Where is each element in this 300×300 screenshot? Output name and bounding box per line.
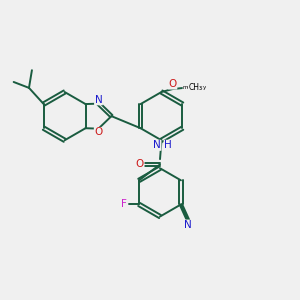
Text: O: O (169, 79, 177, 89)
Text: O: O (136, 159, 144, 170)
Text: CH₃: CH₃ (188, 83, 203, 92)
Text: N: N (153, 140, 161, 150)
Text: O: O (94, 128, 103, 137)
Text: methoxy: methoxy (183, 85, 207, 90)
Text: H: H (164, 140, 172, 150)
Text: F: F (121, 200, 127, 209)
Text: N: N (94, 95, 102, 105)
Text: N: N (184, 220, 192, 230)
